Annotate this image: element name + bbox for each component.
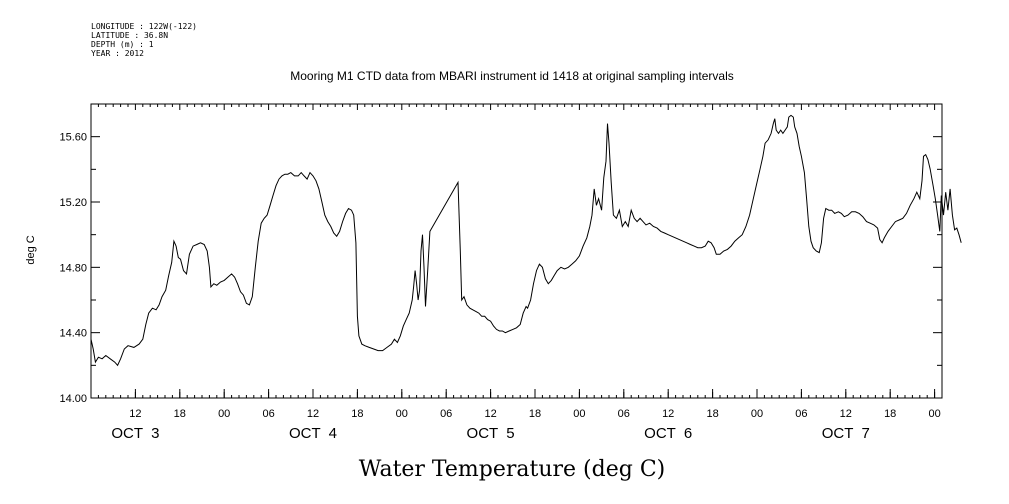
x-tick-label: 00 — [573, 408, 585, 420]
x-tick-label: 06 — [618, 408, 630, 420]
depth-label: DEPTH (m) : 1 — [91, 40, 154, 49]
latitude-label: LATITUDE : 36.8N — [91, 31, 169, 40]
x-ticks: 12 18 00 06 12 18 00 06 12 18 00 06 12 18 00 06 12 18 00 OC… — [90, 104, 943, 442]
x-tick-label: 18 — [884, 408, 896, 420]
y-axis-label: deg C — [25, 235, 37, 264]
x-axis-label: Water Temperature (deg C) — [359, 457, 666, 482]
x-tick-label: 18 — [706, 408, 718, 420]
x-tick-label: 06 — [440, 408, 452, 420]
x-tick-label: 18 — [174, 408, 186, 420]
x-tick-label: 12 — [662, 408, 674, 420]
temperature-series-line — [90, 114, 962, 367]
x-day-label: OCT 6 — [644, 425, 692, 442]
x-day-label: OCT 3 — [111, 425, 159, 442]
x-tick-label: 00 — [218, 408, 230, 420]
x-tick-label: 12 — [129, 408, 141, 420]
y-tick-label: 14.40 — [59, 328, 87, 340]
x-day-label: OCT 5 — [467, 425, 515, 442]
chart-title: Mooring M1 CTD data from MBARI instrumen… — [290, 69, 734, 83]
x-tick-label: 12 — [307, 408, 319, 420]
year-label: YEAR : 2012 — [91, 49, 144, 58]
metadata-block: LONGITUDE : 122W(-122) LATITUDE : 36.8N … — [91, 22, 197, 58]
y-tick-label: 14.00 — [59, 393, 87, 405]
x-day-label: OCT 4 — [289, 425, 337, 442]
x-tick-label: 18 — [529, 408, 541, 420]
x-tick-label: 06 — [262, 408, 274, 420]
x-tick-label: 06 — [795, 408, 807, 420]
plot-frame — [90, 103, 943, 399]
x-tick-label: 18 — [351, 408, 363, 420]
x-tick-label: 00 — [396, 408, 408, 420]
x-day-label: OCT 7 — [822, 425, 870, 442]
longitude-label: LONGITUDE : 122W(-122) — [91, 22, 197, 31]
x-tick-label: 12 — [840, 408, 852, 420]
y-tick-label: 15.20 — [59, 197, 87, 209]
y-tick-label: 14.80 — [59, 262, 87, 274]
y-ticks: 14.00 14.40 14.80 15.20 15.60 — [59, 132, 942, 405]
x-tick-label: 00 — [928, 408, 940, 420]
y-tick-label: 15.60 — [59, 132, 87, 144]
x-tick-label: 12 — [484, 408, 496, 420]
x-tick-label: 00 — [751, 408, 763, 420]
